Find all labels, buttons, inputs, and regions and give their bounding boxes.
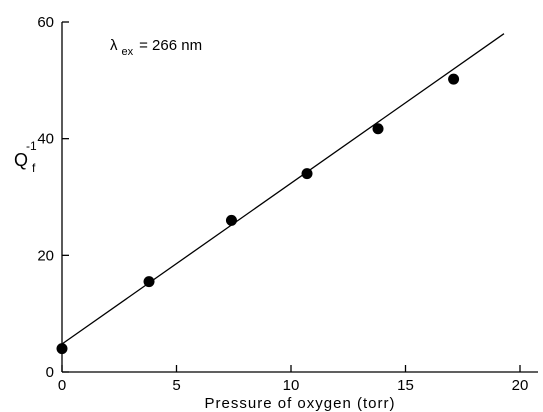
fit-line-group — [61, 33, 505, 345]
data-point — [372, 123, 384, 135]
fit-line — [61, 33, 505, 345]
data-point — [143, 276, 155, 288]
x-tick-label: 0 — [58, 377, 66, 394]
x-tick-label: 5 — [172, 377, 180, 394]
x-axis-label: Pressure of oxygen (torr) — [205, 395, 396, 412]
x-tick-label: 15 — [397, 377, 414, 394]
data-point — [225, 214, 237, 226]
x-tick-label: 20 — [512, 377, 529, 394]
y-tick-label: 20 — [37, 247, 54, 264]
axes: 0 5 10 15 20 0 20 40 60 — [37, 14, 538, 394]
y-tick-label: 0 — [46, 364, 54, 381]
y-axis-label-superscript: -1 — [26, 139, 37, 153]
x-tick-label: 10 — [283, 377, 300, 394]
excitation-wavelength-annotation: λ ex = 266 nm — [110, 37, 202, 59]
data-points — [56, 73, 460, 355]
data-point — [56, 343, 68, 355]
y-tick-label: 40 — [37, 131, 54, 148]
y-tick-label: 60 — [37, 14, 54, 31]
data-point — [301, 168, 313, 180]
data-point — [448, 73, 460, 85]
y-axis-label: Q f — [14, 150, 36, 175]
